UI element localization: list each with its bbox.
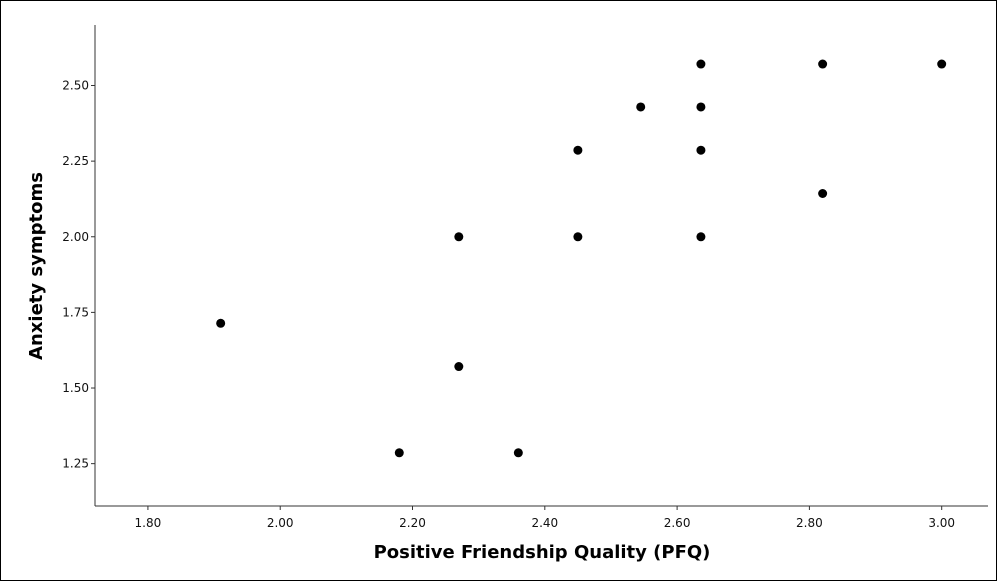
x-tick-label: 1.80 xyxy=(135,516,162,530)
y-tick-label: 1.75 xyxy=(62,305,89,319)
x-tick-label: 3.00 xyxy=(928,516,955,530)
data-point xyxy=(513,448,523,458)
data-point xyxy=(454,232,464,242)
data-point xyxy=(696,59,706,69)
data-point xyxy=(696,232,706,242)
x-tick-label: 2.20 xyxy=(399,516,426,530)
data-point xyxy=(696,145,706,155)
axes xyxy=(94,25,988,507)
y-tick-label: 1.25 xyxy=(62,457,89,471)
x-tick-label: 2.60 xyxy=(664,516,691,530)
data-point xyxy=(818,189,828,199)
data-point xyxy=(573,145,583,155)
y-tick-label: 2.00 xyxy=(62,230,89,244)
x-axis-title: Positive Friendship Quality (PFQ) xyxy=(374,542,711,563)
x-tick-label: 2.80 xyxy=(796,516,823,530)
data-point xyxy=(454,362,464,372)
x-tick-label: 2.00 xyxy=(267,516,294,530)
data-points xyxy=(216,59,947,458)
data-point xyxy=(818,59,828,69)
data-point xyxy=(573,232,583,242)
data-point xyxy=(937,59,947,69)
data-point xyxy=(394,448,404,458)
y-axis-title: Anxiety symptoms xyxy=(26,172,47,360)
y-tick-label: 2.25 xyxy=(62,154,89,168)
y-tick-label: 2.50 xyxy=(62,79,89,93)
data-point xyxy=(216,318,226,328)
x-ticks: 1.80 2.00 2.20 2.40 2.60 2.80 3.00 xyxy=(135,506,955,530)
y-ticks: 1.25 1.50 1.75 2.00 2.25 2.50 xyxy=(62,79,95,471)
y-tick-label: 1.50 xyxy=(62,381,89,395)
data-point xyxy=(636,102,646,112)
x-tick-label: 2.40 xyxy=(531,516,558,530)
data-point xyxy=(696,102,706,112)
